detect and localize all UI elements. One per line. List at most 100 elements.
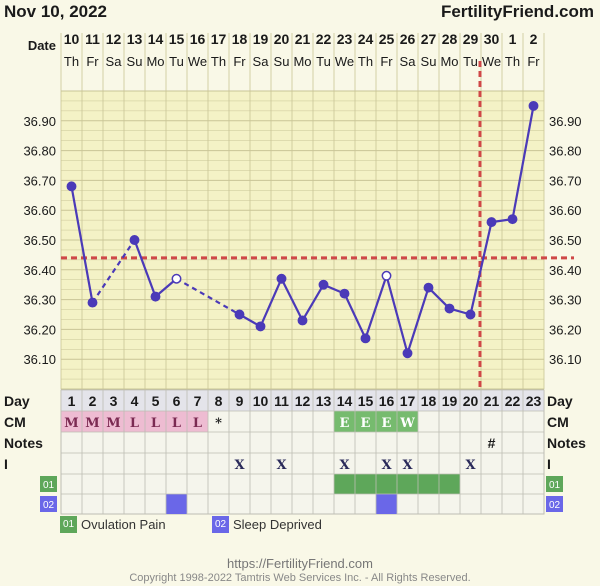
row-label-left: CM (4, 414, 26, 430)
weekday-label: Mo (293, 54, 311, 69)
y-tick-label-left: 36.10 (23, 352, 56, 367)
y-tick-label-right: 36.90 (549, 114, 582, 129)
y-tick-label-right: 36.30 (549, 293, 582, 308)
cycle-day-label: 6 (173, 393, 181, 409)
temperature-line (280, 278, 304, 321)
temperature-point (339, 288, 350, 299)
day-cell (271, 390, 292, 411)
row-label-right: Notes (547, 435, 586, 451)
date-label: 1 (509, 31, 517, 47)
intercourse-marker: X (276, 458, 287, 473)
temperature-point (444, 303, 455, 314)
temperature-line (406, 287, 430, 354)
weekday-label: Sa (400, 54, 417, 69)
weekday-label: Fr (380, 54, 393, 69)
row-label-left-box (40, 476, 57, 492)
y-tick-label-right: 36.50 (549, 233, 582, 248)
day-cell (124, 390, 145, 411)
cm-code: M (85, 416, 99, 431)
temperature-point (465, 309, 476, 320)
cycle-day-label: 4 (131, 393, 139, 409)
cycle-day-label: 18 (421, 393, 437, 409)
cycle-day-label: 7 (194, 393, 202, 409)
temperature-line (70, 186, 94, 303)
date-label: 29 (463, 31, 479, 47)
y-tick-label-right: 36.80 (549, 144, 582, 159)
cycle-day-label: 8 (215, 393, 223, 409)
day-cell (439, 390, 460, 411)
cm-code: L (130, 416, 139, 431)
cycle-day-label: 10 (253, 393, 269, 409)
attribute-code-label: 02 (549, 500, 561, 511)
weekday-label: Tu (316, 54, 331, 69)
temperature-line (385, 275, 409, 354)
intercourse-marker: X (234, 458, 245, 473)
cm-cell-fill (166, 411, 187, 432)
date-label: 15 (169, 31, 185, 47)
y-tick-label-left: 36.70 (23, 173, 56, 188)
day-cell (187, 390, 208, 411)
weekday-label: Su (127, 54, 143, 69)
weekday-label: Sa (253, 54, 270, 69)
date-label: 27 (421, 31, 437, 47)
date-label: 23 (337, 31, 353, 47)
y-tick-label-left: 36.40 (23, 263, 56, 278)
day-cell (229, 390, 250, 411)
ovulation-pain-cell (334, 474, 355, 494)
date-label: 11 (85, 31, 100, 47)
weekday-label: Th (505, 54, 520, 69)
row-label-left: Notes (4, 435, 43, 451)
date-label: 18 (232, 31, 248, 47)
row-label-left: Day (4, 393, 30, 409)
date-label: 16 (190, 31, 206, 47)
note-marker: # (488, 435, 496, 451)
cm-cell-fill (61, 411, 82, 432)
cm-cell-fill (103, 411, 124, 432)
y-tick-label-right: 36.60 (549, 203, 582, 218)
temperature-point-open (381, 270, 392, 281)
date-label: 10 (64, 31, 80, 47)
row-label-right-box (546, 476, 563, 492)
intercourse-marker: X (381, 458, 392, 473)
cm-code: * (215, 416, 222, 431)
cycle-day-label: 22 (505, 393, 521, 409)
sleep-deprived-cell (376, 494, 397, 514)
date-label: 28 (442, 31, 458, 47)
cycle-day-label: 2 (89, 393, 97, 409)
cycle-day-label: 9 (236, 393, 244, 409)
y-tick-label-left: 36.30 (23, 293, 56, 308)
temperature-point (528, 100, 539, 111)
site-title[interactable]: FertilityFriend.com (440, 2, 594, 21)
day-cell (313, 390, 334, 411)
footer-url[interactable]: https://FertilityFriend.com (227, 556, 373, 571)
chart-date-title: Nov 10, 2022 (4, 2, 108, 21)
date-label: 21 (295, 31, 311, 47)
day-cell (250, 390, 271, 411)
day-cell (502, 390, 523, 411)
cycle-day-label: 16 (379, 393, 395, 409)
date-label: 12 (106, 31, 122, 47)
temperature-point (360, 333, 371, 344)
date-label: 20 (274, 31, 290, 47)
weekday-label: We (335, 54, 354, 69)
row-label-right: Day (547, 393, 573, 409)
date-label: 24 (358, 31, 374, 47)
day-cell (292, 390, 313, 411)
cm-code: M (64, 416, 78, 431)
cm-code: L (151, 416, 160, 431)
cm-cell-fill (124, 411, 145, 432)
attribute-code-label: 01 (43, 480, 55, 491)
temperature-line-dashed (175, 277, 241, 316)
day-cell (82, 390, 103, 411)
weekday-label: Fr (86, 54, 99, 69)
sleep-deprived-cell (166, 494, 187, 514)
legend-label: Ovulation Pain (81, 517, 166, 532)
weekday-label: Su (274, 54, 290, 69)
weekday-label: We (188, 54, 207, 69)
cycle-day-label: 3 (110, 393, 118, 409)
temperature-point (402, 348, 413, 359)
cycle-day-label: 21 (484, 393, 500, 409)
row-label-left-box (40, 496, 57, 512)
weekday-label: Sa (106, 54, 123, 69)
temperature-point (129, 235, 140, 245)
